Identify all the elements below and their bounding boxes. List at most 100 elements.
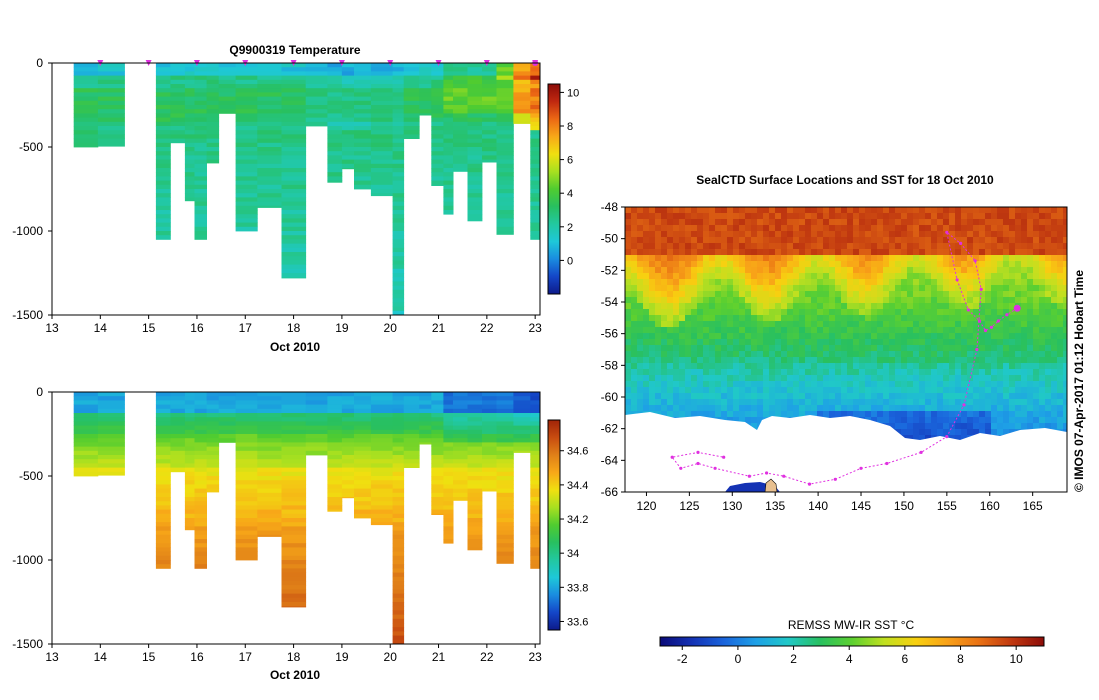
sst-cell: [889, 225, 896, 232]
sst-cell: [937, 219, 944, 226]
y-tick-label: -1000: [12, 553, 43, 567]
sst-cell: [631, 381, 638, 388]
temperature-cell: [530, 117, 541, 123]
temperature-cell: [354, 147, 372, 152]
salinity-cell: [467, 539, 483, 544]
salinity-cell: [73, 400, 99, 405]
temperature-cell: [341, 159, 355, 165]
sst-cell: [661, 375, 668, 382]
sst-cell: [961, 291, 968, 298]
sst-cell: [925, 399, 932, 406]
temperature-cell: [513, 113, 531, 118]
sst-cell: [991, 291, 998, 298]
sst-cell: [685, 327, 692, 334]
temperature-cell: [155, 121, 171, 127]
temperature-cell: [184, 79, 195, 85]
sst-cell: [937, 393, 944, 400]
salinity-cell: [443, 467, 454, 473]
sst-cell: [949, 231, 956, 238]
sst-cell: [625, 231, 632, 238]
temperature-cell: [513, 105, 531, 110]
sst-cell: [643, 291, 650, 298]
temperature-cell: [443, 113, 454, 118]
temperature-cell: [453, 79, 468, 85]
sst-cell: [1015, 273, 1022, 280]
salinity-cell: [341, 442, 355, 447]
sst-cell: [727, 345, 734, 352]
sst-cell: [667, 231, 674, 238]
salinity-cell: [73, 404, 99, 410]
sst-cell: [679, 261, 686, 268]
sst-cell: [913, 231, 920, 238]
sst-cell: [967, 297, 974, 304]
temperature-cell: [431, 130, 444, 135]
temperature-cell: [530, 226, 541, 232]
temperature-cell: [482, 117, 497, 123]
sst-cell: [667, 291, 674, 298]
temperature-cell: [354, 126, 372, 131]
temperature-cell: [73, 113, 99, 118]
sst-cell: [1015, 315, 1022, 322]
sst-cell: [961, 279, 968, 286]
sst-cell: [925, 291, 932, 298]
salinity-cell: [97, 404, 125, 410]
salinity-cell: [496, 534, 514, 540]
sst-cell: [631, 315, 638, 322]
salinity-cell: [235, 547, 258, 552]
temperature-cell: [327, 159, 343, 165]
sst-cell: [835, 339, 842, 346]
sst-cell: [895, 219, 902, 226]
temperature-cell: [530, 231, 541, 236]
sst-cell: [637, 303, 644, 310]
sst-cell: [865, 273, 872, 280]
sst-cell: [823, 267, 830, 274]
salinity-cell: [496, 463, 514, 468]
salinity-cell: [370, 518, 393, 523]
sst-cell: [1021, 249, 1028, 256]
sst-cell: [883, 231, 890, 238]
sst-cell: [817, 315, 824, 322]
sst-cell: [949, 351, 956, 358]
salinity-cell: [392, 534, 405, 540]
salinity-cell: [443, 429, 454, 435]
sst-cell: [661, 345, 668, 352]
sst-cell: [703, 231, 710, 238]
sst-cell: [751, 273, 758, 280]
sst-cell: [733, 345, 740, 352]
sst-cell: [631, 339, 638, 346]
sst-cell: [661, 339, 668, 346]
sst-cell: [1015, 339, 1022, 346]
salinity-cell: [194, 564, 207, 569]
sst-cell: [979, 225, 986, 232]
sst-cell: [1009, 363, 1016, 370]
sst-cell: [781, 387, 788, 394]
sst-cell: [745, 351, 752, 358]
sst-cell: [985, 351, 992, 358]
temperature-cell: [281, 235, 307, 240]
sst-cell: [997, 423, 1004, 430]
salinity-cell: [257, 471, 282, 477]
sst-cell: [979, 255, 986, 262]
sst-cell: [877, 417, 884, 424]
sst-cell: [775, 297, 782, 304]
sst-cell: [787, 327, 794, 334]
salinity-cell: [155, 425, 171, 431]
sst-cell: [727, 285, 734, 292]
sst-cell: [691, 285, 698, 292]
temperature-cell: [443, 92, 454, 97]
salinity-cell: [97, 471, 125, 476]
sst-cell: [1009, 381, 1016, 388]
sst-cell: [739, 267, 746, 274]
sst-cell: [679, 387, 686, 394]
sst-cell: [721, 393, 728, 400]
salinity-cell: [257, 450, 282, 456]
sst-cell: [901, 339, 908, 346]
sst-cell: [835, 369, 842, 376]
sst-cell: [979, 309, 986, 316]
sst-cell: [787, 213, 794, 220]
salinity-cell: [370, 484, 393, 489]
sst-cell: [667, 393, 674, 400]
sst-cell: [895, 303, 902, 310]
sst-cell: [973, 393, 980, 400]
sst-cell: [1003, 267, 1010, 274]
